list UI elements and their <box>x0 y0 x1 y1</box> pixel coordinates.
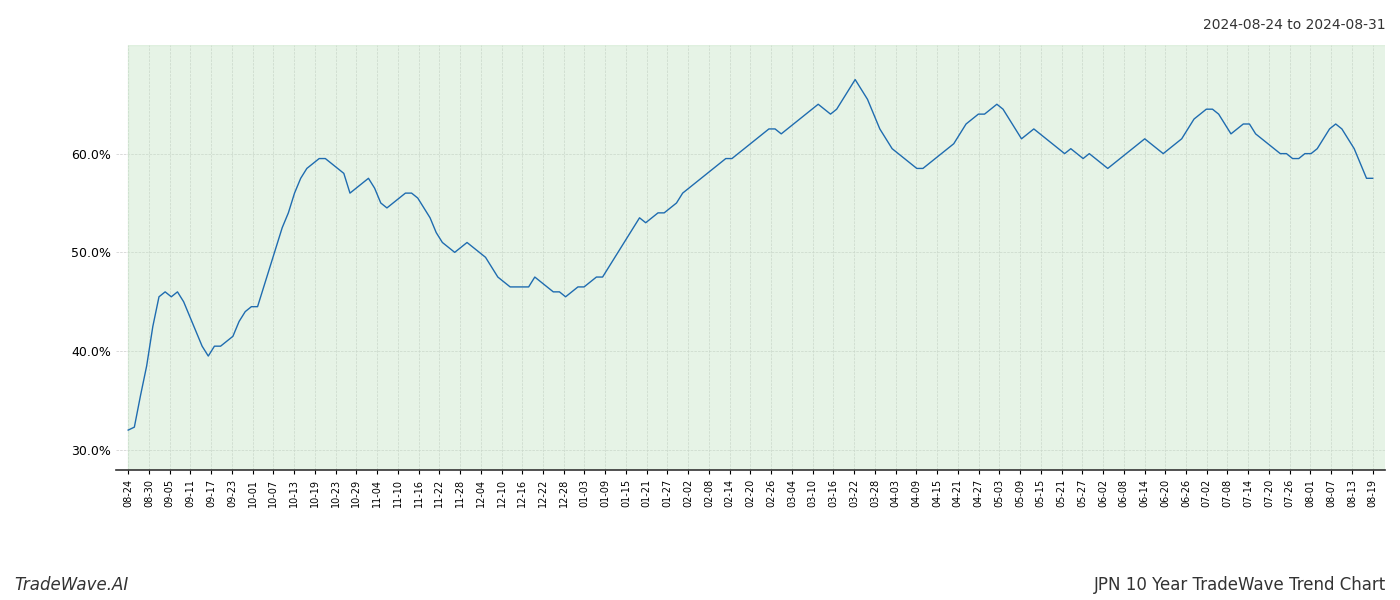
Text: TradeWave.AI: TradeWave.AI <box>14 576 129 594</box>
Text: 2024-08-24 to 2024-08-31: 2024-08-24 to 2024-08-31 <box>1204 18 1386 32</box>
Text: JPN 10 Year TradeWave Trend Chart: JPN 10 Year TradeWave Trend Chart <box>1093 576 1386 594</box>
Bar <box>129 45 1400 470</box>
